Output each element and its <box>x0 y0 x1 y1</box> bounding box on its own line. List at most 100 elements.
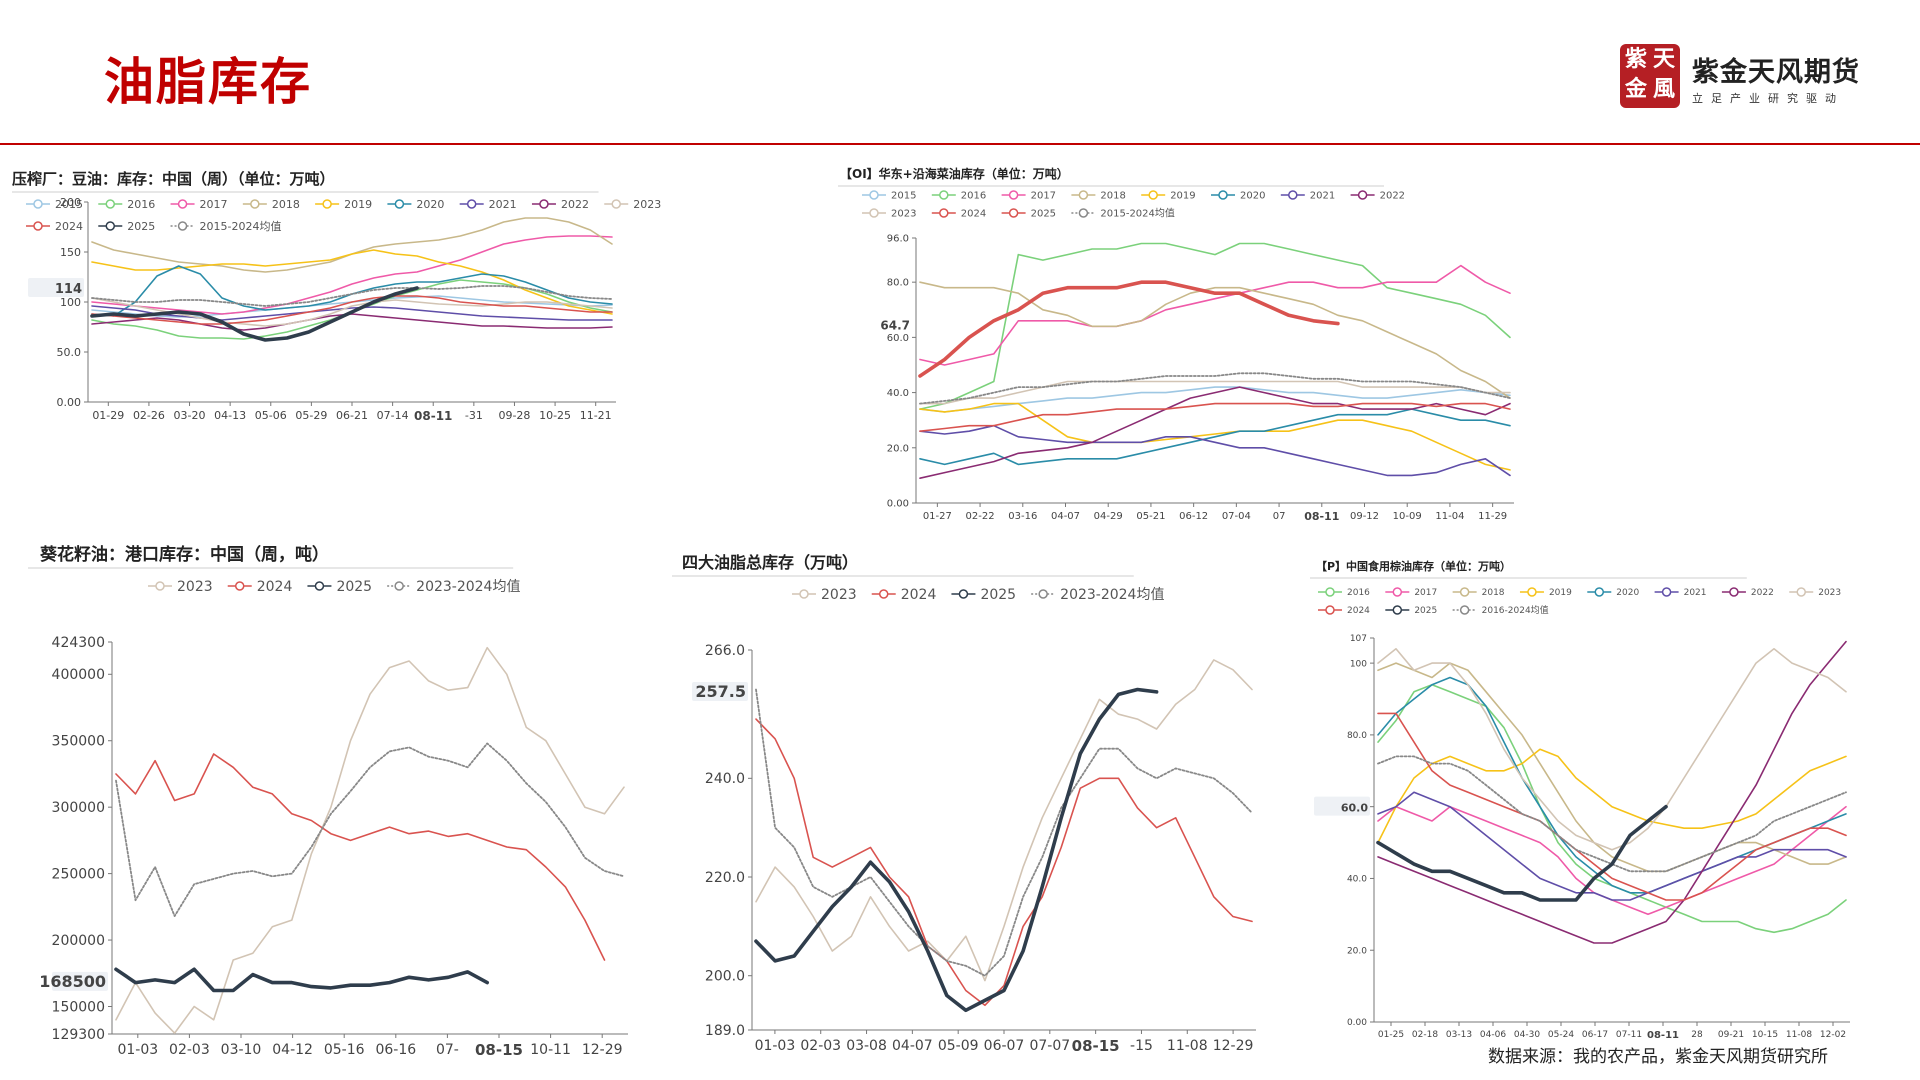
legend-item-2025[interactable]: 2025 <box>98 220 155 233</box>
series-line-2018 <box>919 281 1511 399</box>
legend-label: 2020 <box>1616 588 1639 598</box>
legend-item-2023[interactable]: 2023 <box>792 587 857 603</box>
legend-item-2016[interactable]: 2016 <box>1318 587 1370 598</box>
x-tick-label-current: 08-11 <box>414 409 452 423</box>
series-line-2025 <box>754 687 1159 1013</box>
x-tick-label: 06-17 <box>1582 1030 1608 1040</box>
series-line-2023-2024均值 <box>115 742 625 918</box>
y-tick-label: 250000 <box>52 867 105 883</box>
legend-label: 2019 <box>1549 588 1572 598</box>
legend-item-2025[interactable]: 2025 <box>1385 605 1437 616</box>
legend-label: 2023 <box>821 587 857 603</box>
legend-item-2018[interactable]: 2018 <box>242 198 300 211</box>
x-tick-label: 07-11 <box>1616 1030 1642 1040</box>
legend-label: 2025 <box>336 579 372 595</box>
y-tick-label: 200 <box>60 196 81 209</box>
logo-seal: 紫天 金風 <box>1620 44 1680 108</box>
x-tick-label: 01-29 <box>92 409 124 422</box>
legend-item-2023-2024均值[interactable]: 2023-2024均值 <box>1031 587 1164 603</box>
legend-label: 2025 <box>1414 606 1437 616</box>
legend-item-2024[interactable]: 2024 <box>227 579 293 595</box>
y-tick-label: 50.0 <box>57 346 82 359</box>
x-tick-label: 04-12 <box>272 1042 313 1058</box>
series-line-2025 <box>90 286 419 342</box>
legend-item-2019[interactable]: 2019 <box>315 198 372 211</box>
y-tick-label: 40.0 <box>887 388 909 399</box>
legend-item-2019[interactable]: 2019 <box>1141 190 1196 202</box>
legend-label: 2017 <box>1031 191 1056 202</box>
legend-item-2020[interactable]: 2020 <box>1211 190 1265 202</box>
legend-item-2023[interactable]: 2023 <box>148 579 213 595</box>
legend-label: 2023 <box>633 198 661 211</box>
y-tick-label: 20.0 <box>887 443 909 454</box>
legend-item-2024[interactable]: 2024 <box>1318 605 1370 616</box>
legend-label: 2017 <box>1414 588 1437 598</box>
x-tick-label-current: 08-11 <box>1647 1030 1679 1040</box>
x-tick-label: 05-09 <box>938 1038 979 1054</box>
legend-item-2022[interactable]: 2022 <box>531 198 589 211</box>
legend-label: 2016-2024均值 <box>1482 604 1549 616</box>
legend-item-2016-2024均值[interactable]: 2016-2024均值 <box>1452 604 1549 616</box>
legend-label: 2022 <box>561 198 589 211</box>
series-line-2019 <box>919 402 1511 471</box>
x-tick-label: 05-16 <box>324 1042 365 1058</box>
x-tick-label: 07- <box>436 1042 459 1058</box>
x-tick-label: 04-07 <box>892 1038 933 1054</box>
x-tick-label: 01-03 <box>117 1042 158 1058</box>
series-line-2024 <box>1377 712 1847 901</box>
series-line-2017 <box>919 264 1511 366</box>
legend-item-2018[interactable]: 2018 <box>1071 190 1126 202</box>
legend-item-2025[interactable]: 2025 <box>307 579 372 595</box>
legend-item-2025[interactable]: 2025 <box>951 587 1016 603</box>
series-line-2021 <box>1377 791 1847 901</box>
legend-label: 2019 <box>344 198 372 211</box>
legend-item-2022[interactable]: 2022 <box>1350 190 1405 202</box>
chart-title: 葵花籽油：港口库存：中国（周，吨） <box>40 544 329 565</box>
legend-item-2020[interactable]: 2020 <box>1587 587 1639 598</box>
x-tick-label: 01-25 <box>1378 1030 1404 1040</box>
legend-item-2021[interactable]: 2021 <box>1280 190 1335 202</box>
legend-item-2023[interactable]: 2023 <box>604 198 661 211</box>
legend-item-2015-2024均值[interactable]: 2015-2024均值 <box>170 220 282 233</box>
legend-item-2015[interactable]: 2015 <box>862 190 916 202</box>
soyoil-inventory-chart: 压榨厂：豆油：库存：中国（周）（单位：万吨） 2015 2016 2017 2018 20… <box>12 158 764 496</box>
legend-label: 2024 <box>961 209 986 220</box>
y-tick-label: 200000 <box>52 933 105 949</box>
legend-label: 2018 <box>1100 191 1125 202</box>
legend-item-2016[interactable]: 2016 <box>931 190 986 202</box>
current-value-tag: 64.7 <box>880 318 910 332</box>
legend-item-2025[interactable]: 2025 <box>1001 208 1056 220</box>
legend-item-2017[interactable]: 2017 <box>1001 190 1056 202</box>
series-line-2019 <box>91 249 613 315</box>
legend-item-2024[interactable]: 2024 <box>26 220 83 233</box>
legend-item-2023[interactable]: 2023 <box>1789 587 1841 598</box>
legend-item-2018[interactable]: 2018 <box>1452 587 1505 598</box>
x-tick-label: 10-09 <box>1393 511 1422 522</box>
y-tick-label: 400000 <box>52 667 105 683</box>
legend-item-2015-2024均值[interactable]: 2015-2024均值 <box>1071 207 1175 220</box>
legend-label: 2015-2024均值 <box>1100 207 1175 220</box>
legend-item-2015[interactable]: 2015 <box>26 198 83 211</box>
x-tick-label: 02-22 <box>966 511 995 522</box>
y-tick-label: 0.00 <box>1347 1018 1367 1028</box>
legend-item-2023-2024均值[interactable]: 2023-2024均值 <box>387 579 520 595</box>
current-value-tag: 168500 <box>39 971 108 991</box>
legend-item-2017[interactable]: 2017 <box>170 198 228 211</box>
y-tick-label: 0.00 <box>887 499 909 510</box>
legend-item-2017[interactable]: 2017 <box>1385 587 1437 598</box>
x-tick-label: 06-21 <box>336 409 368 422</box>
x-tick-label-current: 08-15 <box>475 1041 523 1059</box>
legend-item-2016[interactable]: 2016 <box>98 198 155 211</box>
legend-item-2021[interactable]: 2021 <box>1654 587 1707 598</box>
y-tick-label: 60.0 <box>887 333 909 344</box>
legend-item-2021[interactable]: 2021 <box>459 198 517 211</box>
sunflower-svg: 葵花籽油：港口库存：中国（周，吨） 2023 2024 2025 2023-2024均值… <box>28 544 628 1059</box>
legend-item-2023[interactable]: 2023 <box>862 208 916 220</box>
legend-item-2024[interactable]: 2024 <box>931 208 986 220</box>
legend-item-2020[interactable]: 2020 <box>387 198 444 211</box>
legend-item-2022[interactable]: 2022 <box>1721 587 1774 598</box>
svg-text:114: 114 <box>55 282 82 297</box>
legend-item-2024[interactable]: 2024 <box>871 587 937 603</box>
series-line-2017 <box>1377 805 1847 916</box>
legend-item-2019[interactable]: 2019 <box>1519 587 1572 598</box>
